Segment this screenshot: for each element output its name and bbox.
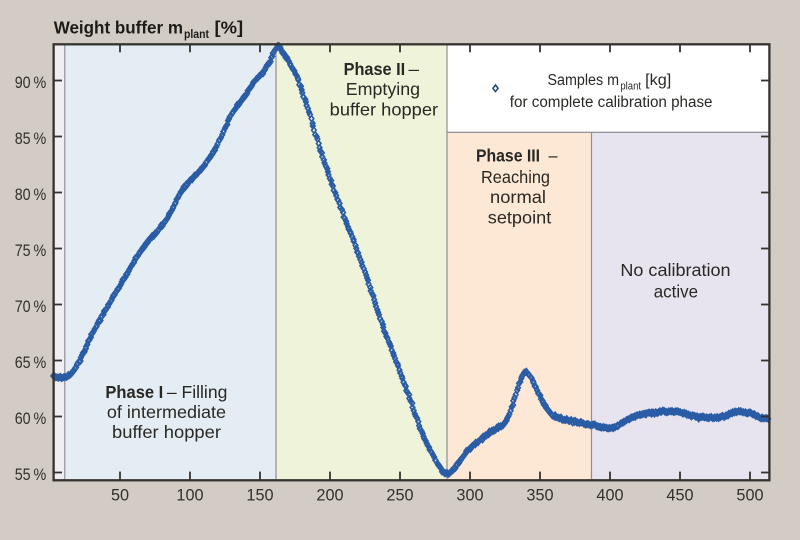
svg-text:[%]: [%] <box>215 18 244 38</box>
svg-text:setpoint: setpoint <box>488 207 552 227</box>
svg-text:55 %: 55 % <box>15 466 47 484</box>
svg-text:85 %: 85 % <box>15 130 47 148</box>
svg-text:400: 400 <box>596 487 623 505</box>
svg-text:80 %: 80 % <box>15 186 47 204</box>
svg-text:500: 500 <box>736 487 763 505</box>
svg-text:350: 350 <box>526 487 553 505</box>
svg-text:Phase II: Phase II <box>344 59 406 79</box>
svg-text:450: 450 <box>666 487 693 505</box>
svg-text:normal: normal <box>490 187 546 207</box>
svg-text:150: 150 <box>246 487 273 505</box>
svg-text:100: 100 <box>176 487 203 505</box>
svg-text:Emptying: Emptying <box>346 79 420 99</box>
svg-text:Phase I: Phase I <box>105 382 163 402</box>
svg-text:60 %: 60 % <box>15 410 47 428</box>
svg-text:–: – <box>549 146 558 166</box>
svg-text:plant: plant <box>620 80 641 92</box>
svg-text:Weight buffer m: Weight buffer m <box>54 18 183 38</box>
svg-text:250: 250 <box>386 487 413 505</box>
svg-text:Samples m: Samples m <box>548 72 620 89</box>
svg-text:65 %: 65 % <box>15 354 47 372</box>
svg-text:buffer hopper: buffer hopper <box>330 100 439 120</box>
svg-text:active: active <box>654 281 698 301</box>
svg-text:plant: plant <box>184 27 209 41</box>
svg-text:–: – <box>409 59 420 79</box>
svg-text:of intermediate: of intermediate <box>107 402 226 422</box>
svg-text:buffer hopper: buffer hopper <box>112 422 221 442</box>
svg-text:No calibration: No calibration <box>620 260 730 280</box>
svg-text:[kg]: [kg] <box>645 72 671 89</box>
svg-text:Reaching: Reaching <box>481 167 550 187</box>
svg-text:Phase III: Phase III <box>476 146 540 166</box>
svg-text:75 %: 75 % <box>15 242 47 260</box>
svg-text:50: 50 <box>111 487 129 505</box>
svg-text:90 %: 90 % <box>15 74 47 92</box>
svg-text:– Filling: – Filling <box>163 382 227 402</box>
svg-text:200: 200 <box>316 487 343 505</box>
svg-text:for complete calibration phase: for complete calibration phase <box>510 94 713 111</box>
svg-text:300: 300 <box>456 487 483 505</box>
svg-text:70 %: 70 % <box>15 298 47 316</box>
